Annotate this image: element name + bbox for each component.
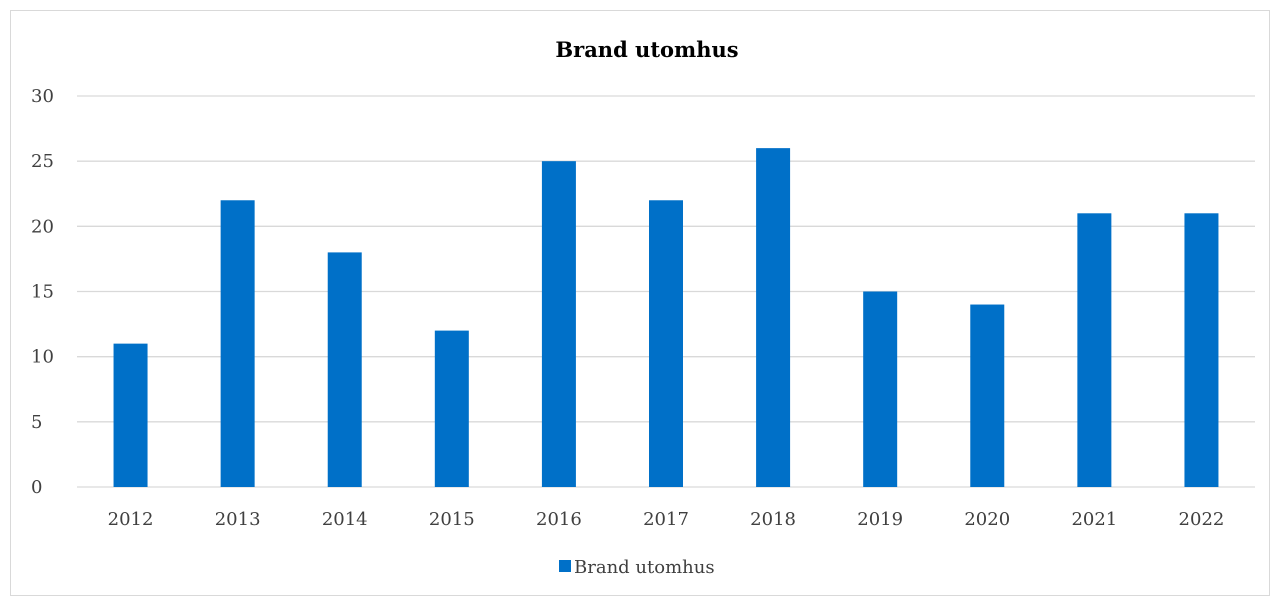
y-tick-label: 5 bbox=[31, 412, 42, 433]
x-tick-label: 2022 bbox=[1179, 509, 1225, 530]
y-tick-label: 20 bbox=[31, 216, 54, 237]
bar-2017 bbox=[649, 200, 683, 487]
x-tick-label: 2020 bbox=[964, 509, 1010, 530]
y-tick-label: 0 bbox=[31, 477, 42, 498]
bar-2020 bbox=[970, 304, 1005, 487]
bar-2015 bbox=[434, 330, 469, 487]
bar-2018 bbox=[756, 148, 791, 487]
y-tick-label: 25 bbox=[31, 151, 54, 172]
chart-title: Brand utomhus bbox=[555, 37, 738, 62]
bars bbox=[113, 148, 1219, 488]
legend-label: Brand utomhus bbox=[574, 557, 715, 578]
chart-frame: Brand utomhus 0 5 10 15 20 25 30 2012 2013 2014 2… bbox=[10, 10, 1270, 596]
x-tick-label: 2021 bbox=[1071, 509, 1117, 530]
bar-2022 bbox=[1184, 213, 1219, 488]
bar-2021 bbox=[1077, 213, 1112, 488]
bar-2014 bbox=[327, 252, 362, 487]
bar-2012 bbox=[113, 343, 148, 487]
bar-2016 bbox=[541, 161, 576, 487]
x-tick-label: 2012 bbox=[108, 509, 154, 530]
bar-2013 bbox=[220, 200, 255, 487]
x-axis-ticks: 2012 2013 2014 2015 2016 2017 2018 2019 2020 2021… bbox=[108, 509, 1225, 530]
x-tick-label: 2017 bbox=[643, 509, 689, 530]
y-tick-label: 30 bbox=[31, 86, 54, 107]
x-tick-label: 2018 bbox=[750, 509, 796, 530]
x-tick-label: 2014 bbox=[322, 509, 368, 530]
y-tick-label: 15 bbox=[31, 282, 54, 303]
x-tick-label: 2016 bbox=[536, 509, 582, 530]
legend: Brand utomhus bbox=[559, 557, 715, 578]
bar-2019 bbox=[863, 291, 898, 487]
y-axis-ticks: 0 5 10 15 20 25 30 bbox=[31, 86, 54, 498]
x-tick-label: 2015 bbox=[429, 509, 475, 530]
x-tick-label: 2019 bbox=[857, 509, 903, 530]
y-tick-label: 10 bbox=[31, 347, 54, 368]
x-tick-label: 2013 bbox=[215, 509, 261, 530]
legend-swatch bbox=[559, 560, 571, 572]
